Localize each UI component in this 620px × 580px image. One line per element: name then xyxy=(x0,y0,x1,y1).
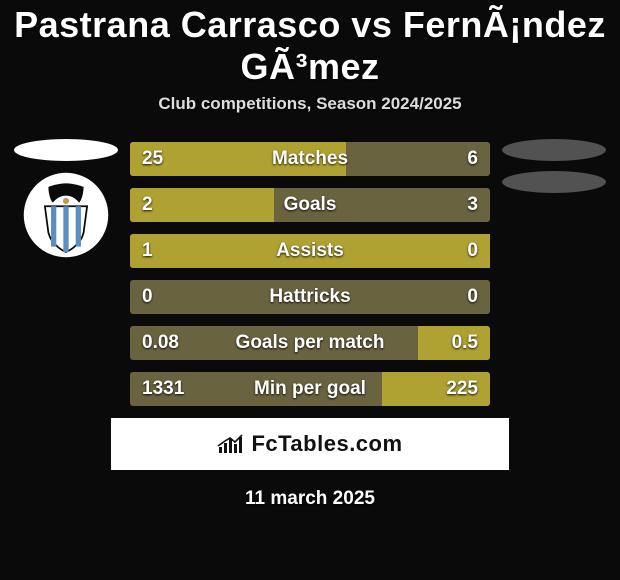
oval-icon xyxy=(502,171,606,193)
comparison-card: Pastrana Carrasco vs FernÃ¡ndez GÃ³mez C… xyxy=(0,0,620,510)
stat-row: 1331Min per goal225 xyxy=(130,372,490,406)
stat-row: 0Hattricks0 xyxy=(130,280,490,314)
stat-value-right: 0 xyxy=(467,286,478,308)
right-crest-1 xyxy=(499,139,609,161)
oval-icon xyxy=(502,139,606,161)
stat-label: Goals xyxy=(130,194,490,216)
oval-icon xyxy=(14,139,118,161)
stat-row: 25Matches6 xyxy=(130,142,490,176)
stats-area: 25Matches62Goals31Assists00Hattricks00.0… xyxy=(0,142,620,510)
subtitle: Club competitions, Season 2024/2025 xyxy=(0,94,620,114)
source-badge: FcTables.com xyxy=(111,418,509,470)
stat-value-right: 6 xyxy=(467,148,478,170)
right-crest-2 xyxy=(499,171,609,193)
left-crests xyxy=(6,139,126,269)
chart-icon xyxy=(217,433,245,455)
stat-row: 0.08Goals per match0.5 xyxy=(130,326,490,360)
stat-label: Goals per match xyxy=(130,332,490,354)
right-crests xyxy=(494,139,614,203)
stat-value-right: 0 xyxy=(467,240,478,262)
stat-value-right: 0.5 xyxy=(452,332,478,354)
stat-value-right: 225 xyxy=(446,378,478,400)
title: Pastrana Carrasco vs FernÃ¡ndez GÃ³mez xyxy=(0,4,620,88)
date: 11 march 2025 xyxy=(0,488,620,510)
stat-value-right: 3 xyxy=(467,194,478,216)
stat-row: 2Goals3 xyxy=(130,188,490,222)
source-text: FcTables.com xyxy=(251,431,402,457)
left-crest-1 xyxy=(11,139,121,161)
shield-icon xyxy=(22,171,110,259)
stat-row: 1Assists0 xyxy=(130,234,490,268)
stat-label: Matches xyxy=(130,148,490,170)
stat-label: Min per goal xyxy=(130,378,490,400)
left-crest-2 xyxy=(11,171,121,259)
stat-label: Hattricks xyxy=(130,286,490,308)
stat-label: Assists xyxy=(130,240,490,262)
